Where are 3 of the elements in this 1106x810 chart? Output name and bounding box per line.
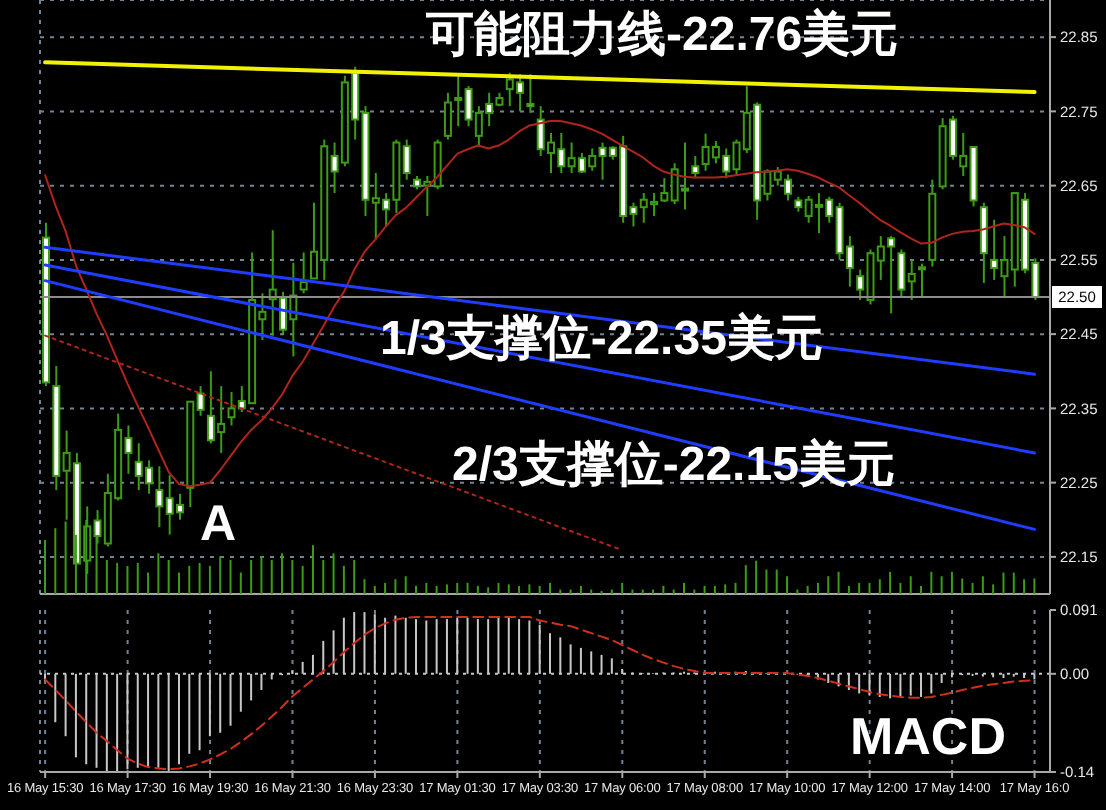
annotation: MACD <box>850 706 1006 766</box>
annotation: A <box>200 496 237 552</box>
annotation: 可能阻力线-22.76美元 <box>426 8 899 62</box>
